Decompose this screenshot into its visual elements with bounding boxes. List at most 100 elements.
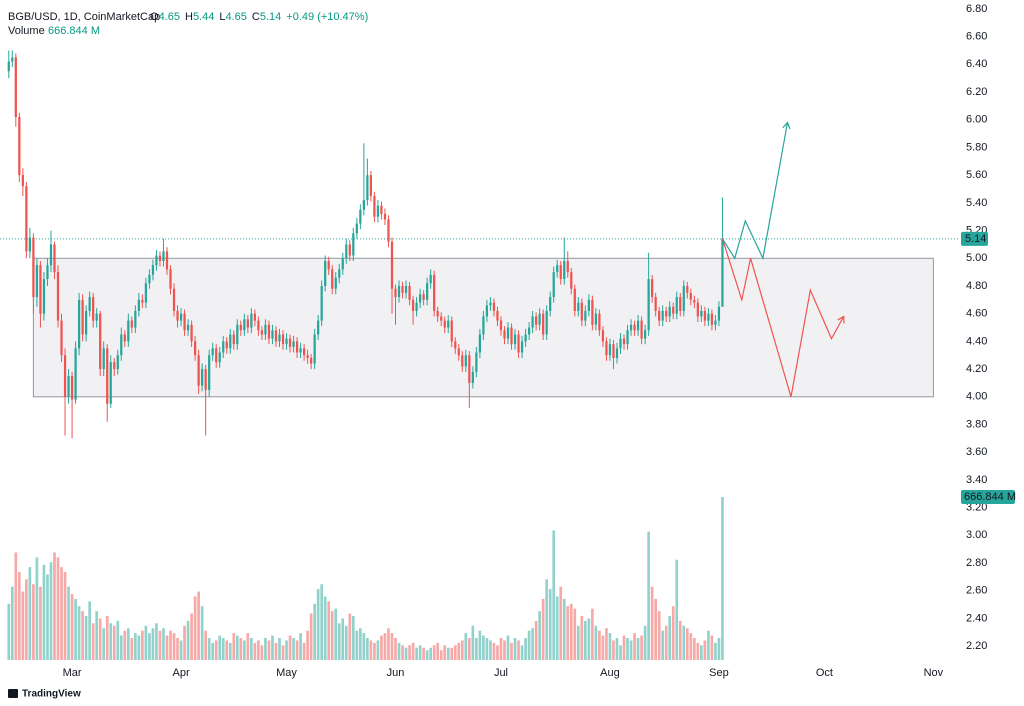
- volume-bar: [151, 628, 155, 660]
- candle-body: [39, 265, 42, 314]
- volume-bar: [309, 613, 313, 660]
- volume-bar: [39, 586, 42, 660]
- candle-body: [42, 279, 46, 314]
- candle-body: [415, 302, 418, 311]
- candle-body: [457, 348, 460, 356]
- volume-bar: [464, 633, 468, 660]
- volume-bar: [689, 633, 693, 660]
- volume-bar: [91, 623, 95, 660]
- candle-body: [7, 61, 10, 72]
- candle-body: [95, 313, 98, 321]
- candle-body: [549, 297, 552, 311]
- candle-body: [714, 320, 717, 325]
- volume-bar: [327, 601, 331, 660]
- candle-body: [485, 305, 489, 317]
- candle-body: [56, 272, 60, 321]
- volume-bar: [555, 596, 559, 660]
- volume-bar: [668, 616, 672, 660]
- candle-body: [383, 213, 387, 220]
- volume-bar: [650, 586, 654, 660]
- volume-bar: [214, 640, 218, 660]
- volume-bar: [703, 640, 707, 660]
- volume-bar: [439, 650, 443, 660]
- candle-body: [570, 272, 573, 289]
- last-price-label: 5.14: [965, 233, 986, 245]
- candle-body: [77, 299, 81, 349]
- candle-body: [222, 341, 225, 353]
- volume-bar: [295, 640, 299, 660]
- volume-bar: [271, 635, 274, 660]
- candle-body: [721, 238, 724, 307]
- candle-body: [345, 244, 348, 259]
- candle-body: [165, 251, 169, 270]
- volume-bar: [615, 638, 619, 660]
- volume-bar: [109, 623, 113, 660]
- volume-bar: [77, 606, 81, 660]
- y-tick-label: 3.20: [966, 502, 987, 514]
- candle-body: [193, 341, 197, 356]
- candle-body: [32, 237, 35, 298]
- volume-bar: [7, 603, 11, 660]
- volume-bar: [548, 589, 552, 660]
- candle-body: [429, 274, 432, 284]
- volume-bar: [366, 638, 369, 660]
- candle-body: [615, 348, 619, 359]
- volume-bar: [158, 630, 162, 660]
- volume-bar: [429, 647, 432, 660]
- volume-bar: [260, 645, 264, 660]
- volume-bar: [95, 611, 99, 660]
- candle-body: [21, 175, 24, 187]
- volume-bar: [422, 647, 425, 660]
- volume-bar: [21, 591, 25, 660]
- candle-body: [246, 319, 249, 328]
- y-tick-label: 4.00: [966, 391, 987, 403]
- ohlc-value: 4.65: [225, 11, 246, 23]
- volume-bar: [394, 638, 397, 660]
- candle-body: [264, 324, 267, 335]
- candle-body: [183, 313, 186, 331]
- candle-body: [545, 310, 548, 335]
- volume-bar: [685, 628, 689, 660]
- candle-body: [464, 355, 467, 367]
- candle-body: [503, 330, 506, 339]
- candle-body: [63, 355, 67, 397]
- volume-bar: [257, 640, 260, 660]
- candle-body: [151, 265, 155, 275]
- candle-body: [563, 261, 566, 280]
- volume-bar: [116, 620, 120, 660]
- volume-bar: [56, 557, 60, 660]
- candle-body: [229, 334, 232, 349]
- volume-bar: [397, 642, 401, 660]
- candle-body: [327, 261, 330, 270]
- volume-bar: [643, 625, 647, 660]
- volume-bar: [32, 584, 35, 660]
- candle-body: [127, 320, 130, 342]
- volume-bar: [513, 638, 517, 660]
- volume-bar: [415, 647, 418, 660]
- candle-body: [454, 341, 457, 349]
- ohlc-key: O: [150, 11, 159, 23]
- volume-bar: [591, 608, 594, 660]
- volume-bar: [640, 635, 643, 660]
- volume-bar: [520, 645, 524, 660]
- candle-body: [686, 285, 689, 293]
- ohlc-value: 4.65: [159, 11, 180, 23]
- candle-body: [506, 327, 510, 339]
- candle-body: [310, 358, 313, 364]
- candle-body: [489, 302, 492, 306]
- candle-body: [46, 265, 49, 280]
- candle-body: [436, 310, 439, 317]
- volume-bar: [49, 562, 53, 660]
- volume-bar: [242, 640, 246, 660]
- volume-bar: [186, 620, 190, 660]
- candle-body: [197, 355, 200, 386]
- symbol: BGB/USD, 1D, CoinMarketCap: [8, 11, 160, 23]
- candle-body: [141, 299, 144, 303]
- volume-bar: [264, 638, 267, 660]
- volume-bar: [228, 642, 232, 660]
- candle-body: [658, 310, 661, 321]
- candle-body: [137, 299, 140, 311]
- ohlc-change: +0.49 (+10.47%): [286, 11, 368, 23]
- candle-body: [577, 302, 580, 311]
- candle-body: [527, 327, 531, 335]
